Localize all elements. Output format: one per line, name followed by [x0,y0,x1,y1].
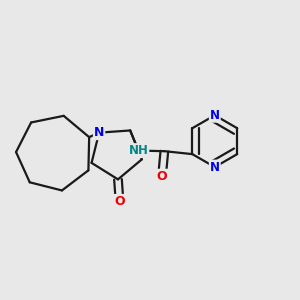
Text: O: O [157,170,167,183]
Text: N: N [94,126,104,139]
Text: O: O [114,195,125,208]
Text: N: N [210,109,220,122]
Text: N: N [210,160,220,174]
Text: NH: NH [128,144,148,157]
